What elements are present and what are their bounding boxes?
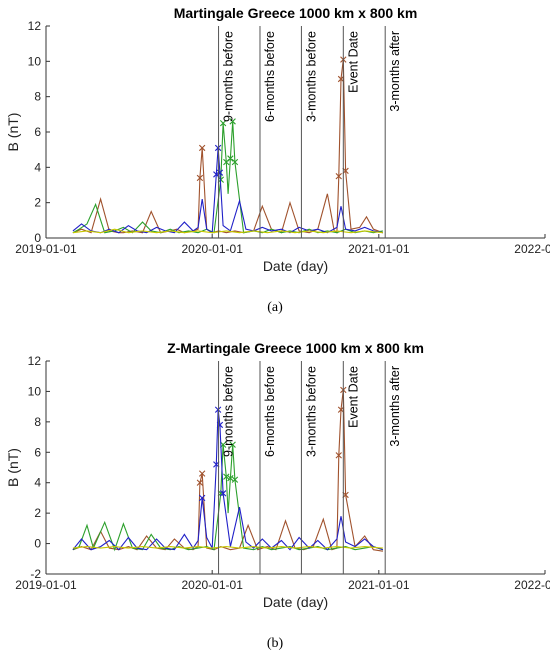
series-line-1 xyxy=(72,121,384,234)
x-tick-label: 2022-01-01 xyxy=(514,242,550,256)
data-point-marker xyxy=(231,158,239,166)
x-tick-label: 2019-01-01 xyxy=(15,578,77,592)
series-line-3 xyxy=(72,546,383,549)
y-tick-label: 8 xyxy=(34,90,41,104)
y-axis-label: B (nT) xyxy=(5,113,21,152)
event-label: 3-months before xyxy=(304,31,318,122)
chart-title: Z-Martingale Greece 1000 km x 800 km xyxy=(167,340,424,356)
data-point-marker xyxy=(229,118,236,125)
x-tick-label: 2021-01-01 xyxy=(348,242,410,256)
data-point-marker xyxy=(223,473,230,480)
y-tick-label: 0 xyxy=(34,537,41,551)
caption-a: (a) xyxy=(267,300,283,315)
y-tick-label: 0 xyxy=(34,231,41,245)
x-axis-label: Date (day) xyxy=(263,258,328,274)
data-point-marker xyxy=(335,452,342,459)
y-tick-label: -2 xyxy=(30,567,41,581)
y-tick-label: 4 xyxy=(34,476,41,490)
data-point-marker xyxy=(216,169,224,176)
data-point-marker xyxy=(198,144,206,152)
event-label: 3-months after xyxy=(388,366,402,447)
series-line-1 xyxy=(72,444,384,552)
x-tick-label: 2020-01-01 xyxy=(181,578,243,592)
y-tick-label: 2 xyxy=(34,506,41,520)
y-tick-label: 10 xyxy=(28,384,42,398)
data-point-marker xyxy=(229,441,236,448)
y-tick-label: 4 xyxy=(34,160,41,174)
y-tick-label: 8 xyxy=(34,415,41,429)
chart-panel-a: 0 2 4 6 8 10 12 2019-01-01 2020-01-01 2021-01-01 2… xyxy=(5,5,550,274)
y-tick-label: 10 xyxy=(28,54,42,68)
data-point-marker xyxy=(198,470,206,477)
x-tick-label: 2020-01-01 xyxy=(181,242,243,256)
data-point-marker xyxy=(198,494,206,502)
caption-b: (b) xyxy=(266,636,284,651)
y-tick-label: 12 xyxy=(28,354,42,368)
event-label: 6-months before xyxy=(263,31,277,122)
y-tick-label: 6 xyxy=(34,445,41,459)
event-label: 6-months before xyxy=(263,366,277,457)
event-label: 3-months before xyxy=(304,366,318,457)
data-point-marker xyxy=(219,119,227,127)
data-point-marker xyxy=(196,174,204,182)
data-point-marker xyxy=(227,155,234,162)
data-point-marker xyxy=(216,421,224,429)
y-tick-label: 12 xyxy=(28,19,42,33)
data-point-marker xyxy=(227,474,234,482)
event-label: 9-months before xyxy=(222,366,236,457)
chart-title: Martingale Greece 1000 km x 800 km xyxy=(174,5,418,21)
data-point-marker xyxy=(196,479,204,486)
event-label: Event Date xyxy=(346,366,360,428)
event-label: 3-months after xyxy=(388,31,402,112)
y-tick-label: 2 xyxy=(34,196,41,210)
event-label: 9-months before xyxy=(222,31,236,122)
series-line-3 xyxy=(72,228,383,234)
data-point-marker xyxy=(219,490,227,497)
x-tick-label: 2022-01-01 xyxy=(514,578,550,592)
y-tick-label: 6 xyxy=(34,125,41,139)
data-point-marker xyxy=(335,172,342,180)
chart-panel-b: -2 0 2 4 6 8 10 12 2019-01-01 2020-01-01 2021-01-0… xyxy=(5,340,550,610)
event-label: Event Date xyxy=(346,31,360,93)
y-axis-label: B (nT) xyxy=(5,448,21,487)
data-point-marker xyxy=(231,476,239,483)
x-tick-label: 2019-01-01 xyxy=(15,242,77,256)
x-tick-label: 2021-01-01 xyxy=(348,578,410,592)
x-axis-label: Date (day) xyxy=(263,594,328,610)
